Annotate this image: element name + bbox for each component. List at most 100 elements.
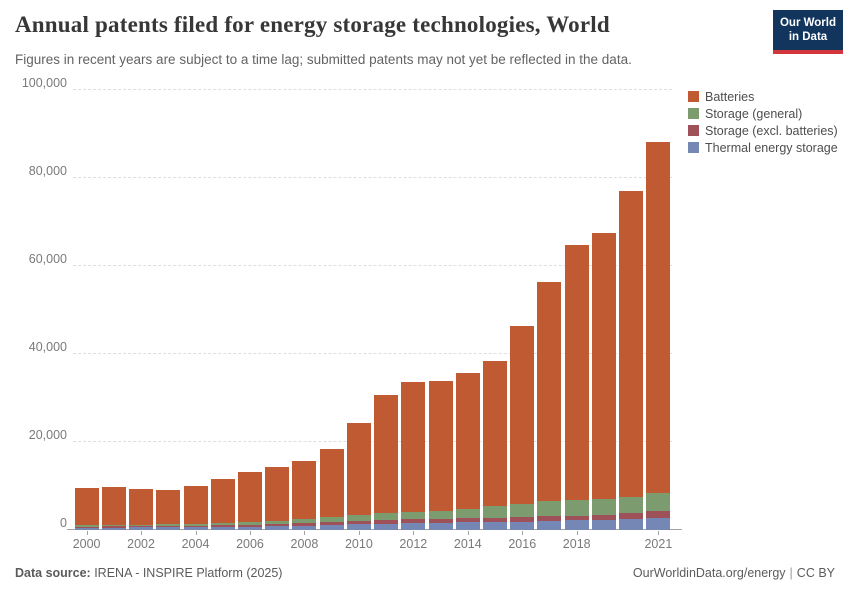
bar-segment-thermal-energy-storage (101, 527, 126, 530)
bar-segment-storage-general (210, 522, 235, 526)
legend-swatch (688, 125, 699, 136)
bar-2002[interactable] (129, 489, 154, 530)
bar-segment-batteries (210, 478, 235, 523)
bar-2009[interactable] (319, 449, 344, 530)
bar-2017[interactable] (537, 281, 562, 530)
x-axis-tick-mark (658, 531, 660, 535)
bar-segment-storage-general (455, 508, 480, 519)
legend-item-thermal-energy-storage[interactable]: Thermal energy storage (688, 139, 838, 156)
gridline-60000 (73, 265, 672, 266)
bar-segment-storage-excl-batteries (537, 516, 562, 521)
bar-segment-batteries (319, 449, 344, 518)
x-axis-tick-mark (358, 531, 360, 535)
x-axis-tick-label-2012: 2012 (399, 537, 428, 551)
bar-2014[interactable] (455, 372, 480, 530)
y-axis-tick-label: 20,000 (28, 428, 67, 442)
footer-separator: | (789, 566, 793, 580)
bar-segment-storage-general (129, 524, 154, 527)
bar-2004[interactable] (183, 485, 208, 530)
x-axis-tick-label-2016: 2016 (508, 537, 537, 551)
bar-segment-thermal-energy-storage (510, 521, 535, 530)
bar-segment-storage-general (346, 515, 371, 521)
x-axis-tick-label-2008: 2008 (290, 537, 319, 551)
x-axis-tick-label-2004: 2004 (181, 537, 210, 551)
license-link[interactable]: CC BY (796, 566, 835, 580)
legend-swatch (688, 142, 699, 153)
bar-segment-storage-excl-batteries (428, 518, 453, 523)
bar-segment-storage-general (646, 492, 671, 511)
bar-segment-batteries (619, 190, 644, 497)
bar-segment-batteries (346, 422, 371, 515)
x-axis-tick-label-2014: 2014 (453, 537, 482, 551)
bar-segment-thermal-energy-storage (401, 522, 426, 530)
x-axis-tick-label-2002: 2002 (127, 537, 155, 551)
bar-2016[interactable] (510, 326, 535, 530)
bar-2011[interactable] (374, 395, 399, 530)
legend-item-storage-general[interactable]: Storage (general) (688, 105, 838, 122)
y-axis-tick-label: 40,000 (28, 340, 67, 354)
gridline-80000 (73, 177, 672, 178)
owid-logo-line1: Our World (779, 16, 836, 29)
bar-2015[interactable] (483, 361, 508, 530)
legend-swatch (688, 108, 699, 119)
bar-segment-thermal-energy-storage (129, 527, 154, 530)
bar-2020[interactable] (619, 190, 644, 530)
bar-2018[interactable] (564, 244, 589, 530)
y-axis-tick-label: 80,000 (28, 164, 67, 178)
bar-2003[interactable] (156, 490, 181, 530)
bar-segment-storage-general (619, 496, 644, 514)
bar-segment-storage-excl-batteries (346, 520, 371, 525)
legend-item-batteries[interactable]: Batteries (688, 88, 838, 105)
bar-2000[interactable] (74, 487, 99, 530)
bar-2012[interactable] (401, 381, 426, 530)
bar-segment-thermal-energy-storage (591, 519, 616, 530)
bar-segment-batteries (156, 490, 181, 525)
bar-2021[interactable] (646, 141, 671, 530)
bar-segment-thermal-energy-storage (428, 522, 453, 530)
x-axis-tick-mark (86, 531, 88, 535)
bar-segment-thermal-energy-storage (374, 523, 399, 530)
bar-segment-batteries (591, 233, 616, 500)
bar-segment-storage-excl-batteries (210, 525, 235, 527)
legend-label: Thermal energy storage (705, 140, 838, 155)
bar-segment-storage-general (74, 525, 99, 527)
bar-segment-storage-excl-batteries (374, 519, 399, 524)
bar-segment-storage-excl-batteries (292, 523, 317, 526)
bar-segment-batteries (455, 372, 480, 509)
x-axis-tick-mark (576, 531, 578, 535)
bar-segment-batteries (129, 489, 154, 525)
bar-segment-storage-general (237, 521, 262, 525)
bar-segment-storage-excl-batteries (74, 526, 99, 528)
bar-segment-thermal-energy-storage (619, 519, 644, 530)
data-source-label: Data source: (15, 566, 91, 580)
bar-segment-storage-general (374, 513, 399, 520)
bar-segment-batteries (265, 467, 290, 521)
legend-label: Storage (excl. batteries) (705, 123, 838, 138)
bar-segment-storage-general (265, 520, 290, 525)
bar-2010[interactable] (346, 422, 371, 530)
chart-subtitle: Figures in recent years are subject to a… (15, 52, 632, 67)
bar-2005[interactable] (210, 478, 235, 530)
owid-url-link[interactable]: OurWorldinData.org/energy (632, 566, 786, 580)
bar-segment-thermal-energy-storage (646, 517, 671, 530)
owid-logo[interactable]: Our World in Data (773, 10, 843, 54)
x-axis-tick-mark (467, 531, 469, 535)
bar-2013[interactable] (428, 381, 453, 530)
bar-2001[interactable] (101, 487, 126, 530)
bar-segment-thermal-energy-storage (210, 526, 235, 530)
bar-segment-thermal-energy-storage (265, 526, 290, 530)
chart-plot-area: 0 20,000 40,000 60,000 80,000 100,000 2000 2002… (22, 76, 682, 551)
x-axis-tick-label-2000: 2000 (72, 537, 101, 551)
bar-segment-storage-excl-batteries (483, 518, 508, 523)
bar-2008[interactable] (292, 461, 317, 530)
bar-segment-storage-general (319, 517, 344, 523)
bar-segment-thermal-energy-storage (156, 527, 181, 530)
bar-2007[interactable] (265, 467, 290, 530)
bar-segment-thermal-energy-storage (455, 522, 480, 530)
bar-segment-storage-general (537, 501, 562, 517)
legend-item-storage-excl-batteries[interactable]: Storage (excl. batteries) (688, 122, 838, 139)
bar-2019[interactable] (591, 233, 616, 530)
bar-segment-storage-general (156, 524, 181, 526)
bar-segment-storage-excl-batteries (156, 525, 181, 528)
bar-2006[interactable] (237, 471, 262, 530)
